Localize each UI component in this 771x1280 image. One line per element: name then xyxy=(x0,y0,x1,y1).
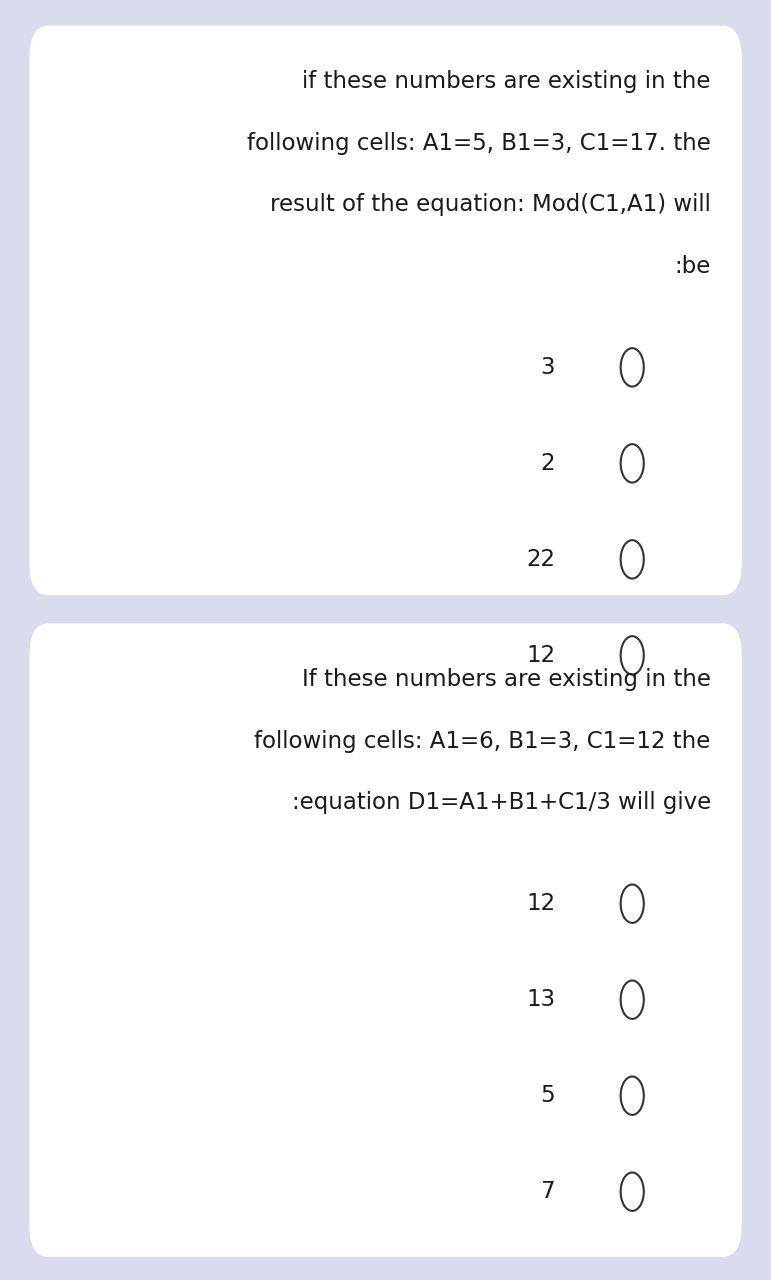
Text: 13: 13 xyxy=(526,988,555,1011)
Text: 2: 2 xyxy=(540,452,555,475)
Text: following cells: A1=5, B1=3, C1=17. the: following cells: A1=5, B1=3, C1=17. the xyxy=(247,132,711,155)
Text: 5: 5 xyxy=(540,1084,555,1107)
Text: result of the equation: Mod(C1,A1) will: result of the equation: Mod(C1,A1) will xyxy=(270,193,711,216)
Text: 12: 12 xyxy=(526,644,555,667)
Text: :be: :be xyxy=(675,255,711,278)
Text: 12: 12 xyxy=(526,892,555,915)
Text: if these numbers are existing in the: if these numbers are existing in the xyxy=(302,70,711,93)
FancyBboxPatch shape xyxy=(29,26,742,595)
Text: 22: 22 xyxy=(526,548,555,571)
Text: If these numbers are existing in the: If these numbers are existing in the xyxy=(302,668,711,691)
Text: 7: 7 xyxy=(540,1180,555,1203)
Text: following cells: A1=6, B1=3, C1=12 the: following cells: A1=6, B1=3, C1=12 the xyxy=(254,730,711,753)
Text: :equation D1=A1+B1+C1/3 will give: :equation D1=A1+B1+C1/3 will give xyxy=(291,791,711,814)
FancyBboxPatch shape xyxy=(29,623,742,1257)
Text: 3: 3 xyxy=(540,356,555,379)
